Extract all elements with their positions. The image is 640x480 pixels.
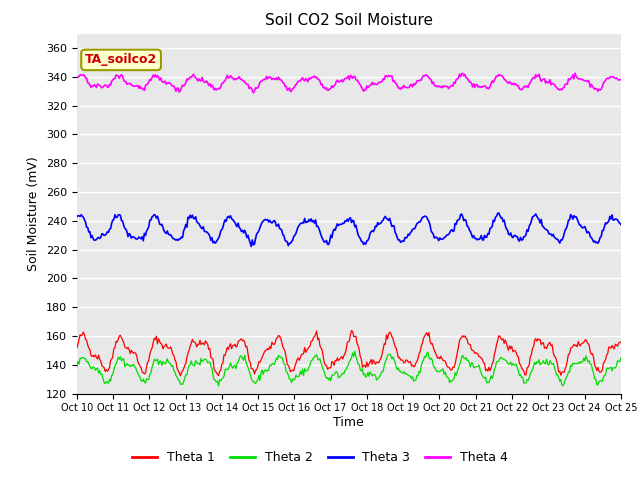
Title: Soil CO2 Soil Moisture: Soil CO2 Soil Moisture [265,13,433,28]
Legend: Theta 1, Theta 2, Theta 3, Theta 4: Theta 1, Theta 2, Theta 3, Theta 4 [127,446,513,469]
Text: TA_soilco2: TA_soilco2 [85,53,157,66]
Y-axis label: Soil Moisture (mV): Soil Moisture (mV) [28,156,40,271]
X-axis label: Time: Time [333,416,364,429]
